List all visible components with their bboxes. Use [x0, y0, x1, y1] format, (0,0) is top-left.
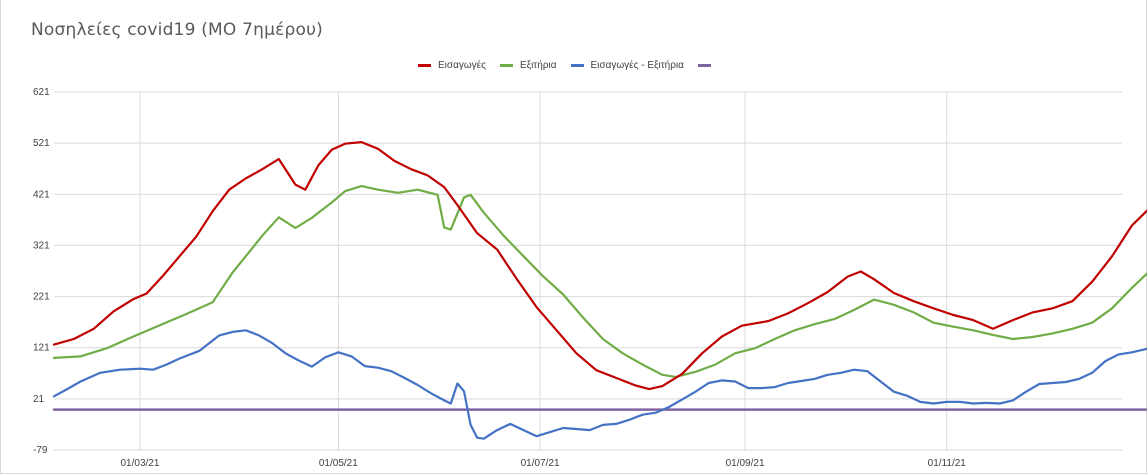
legend-item-difference: Εισαγωγές - Εξιτήρια	[570, 59, 684, 71]
series-line-2	[52, 329, 1147, 440]
series-line-1	[52, 185, 1147, 378]
chart-title: Νοσηλείες covid19 (ΜΟ 7ημέρου)	[31, 20, 323, 40]
legend-label-admissions: Εισαγωγές	[438, 59, 486, 71]
series-line-0	[52, 141, 1147, 391]
y-tick-label: -79	[33, 445, 48, 456]
x-tick-label: 01/05/21	[319, 458, 358, 469]
y-tick-label: 421	[33, 189, 50, 200]
legend-swatch-difference	[570, 63, 584, 67]
y-tick-label: 221	[33, 292, 50, 303]
x-tick-label: 01/11/21	[928, 458, 967, 469]
legend-label-difference: Εισαγωγές - Εξιτήρια	[590, 59, 684, 71]
chart-legend: Εισαγωγές Εξιτήρια Εισαγωγές - Εξιτήρια	[418, 58, 732, 72]
legend-swatch-discharges	[499, 63, 513, 67]
legend-item-admissions: Εισαγωγές	[418, 60, 486, 71]
legend-label-discharges: Εξιτήρια	[519, 59, 557, 71]
y-tick-label: 621	[33, 87, 50, 98]
legend-item-discharges: Εξιτήρια	[499, 59, 557, 71]
y-tick-label: 121	[33, 343, 50, 354]
x-tick-label: 01/09/21	[726, 458, 765, 469]
x-tick-label: 01/07/21	[521, 458, 560, 469]
y-tick-label: 321	[33, 240, 50, 251]
legend-swatch-admissions	[418, 63, 431, 67]
legend-swatch-baseline	[697, 63, 711, 67]
y-tick-label: 521	[33, 138, 50, 149]
y-tick-label: 21	[33, 394, 45, 405]
legend-item-baseline	[697, 63, 718, 67]
x-tick-label: 01/03/21	[121, 458, 160, 469]
